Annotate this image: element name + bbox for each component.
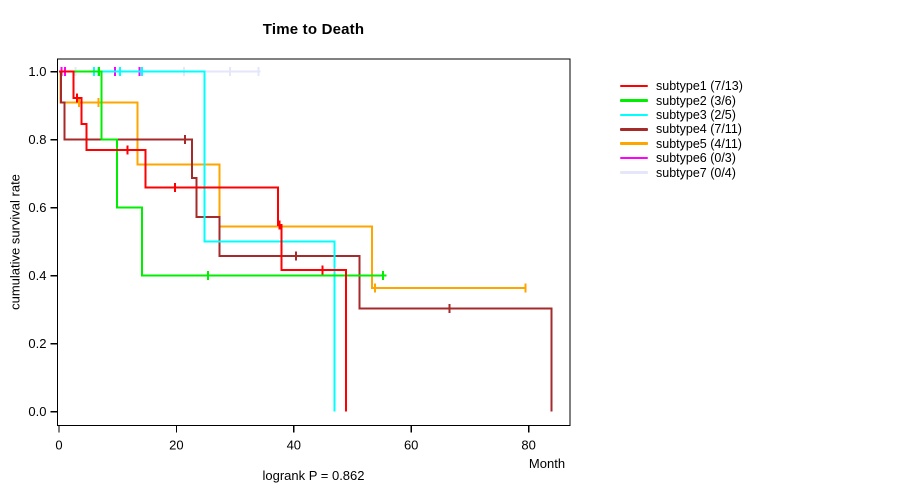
x-axis-tick-label: 60 [404,438,418,453]
legend-item-subtype3: subtype3 (2/5) [620,108,743,122]
km-curve-subtype3 [59,70,336,412]
x-axis-tick-label: 40 [287,438,301,453]
legend-swatch-subtype4 [620,128,648,131]
legend-label-subtype3: subtype3 (2/5) [656,107,736,122]
legend-label-subtype4: subtype4 (7/11) [656,122,742,137]
legend-swatch-subtype7 [620,171,648,174]
legend-label-subtype7: subtype7 (0/4) [656,165,736,180]
x-axis-tick-label: 20 [169,438,183,453]
legend-swatch-subtype3 [620,113,648,117]
legend: subtype1 (7/13) subtype2 (3/6) subtype3 (2… [620,79,743,180]
y-axis-label: cumulative survival rate [7,174,23,310]
y-axis-tick-label: 0.8 [28,132,46,147]
x-axis-tick-label: 80 [521,438,535,453]
plot-box [56,58,571,427]
km-curve-subtype4 [59,70,553,412]
legend-item-subtype4: subtype4 (7/11) [620,122,743,136]
legend-label-subtype5: subtype5 (4/11) [656,136,742,151]
logrank-annotation: logrank P = 0.862 [262,468,365,483]
legend-swatch-subtype5 [620,142,648,146]
y-axis-tick-label: 0.0 [28,404,46,419]
km-curve-subtype2 [59,70,387,277]
y-axis-tick-label: 1.0 [28,64,46,79]
legend-swatch-subtype1 [620,84,648,88]
legend-item-subtype5: subtype5 (4/11) [620,137,743,151]
x-axis-tick-label: 0 [55,438,62,453]
x-axis-label: Month [528,456,566,471]
y-axis-tick-label: 0.2 [28,336,46,351]
legend-item-subtype7: subtype7 (0/4) [620,165,743,180]
y-axis-tick-label: 0.4 [28,268,46,283]
legend-item-subtype6: subtype6 (0/3) [620,151,743,165]
y-axis-tick-label: 0.6 [28,200,46,215]
legend-label-subtype6: subtype6 (0/3) [656,151,736,166]
legend-swatch-subtype2 [620,99,648,102]
legend-item-subtype1: subtype1 (7/13) [620,79,743,93]
chart-title: Time to Death [262,21,365,38]
legend-swatch-subtype6 [620,156,648,160]
legend-label-subtype1: subtype1 (7/13) [656,79,743,94]
legend-item-subtype2: subtype2 (3/6) [620,93,743,108]
legend-label-subtype2: subtype2 (3/6) [656,93,736,108]
